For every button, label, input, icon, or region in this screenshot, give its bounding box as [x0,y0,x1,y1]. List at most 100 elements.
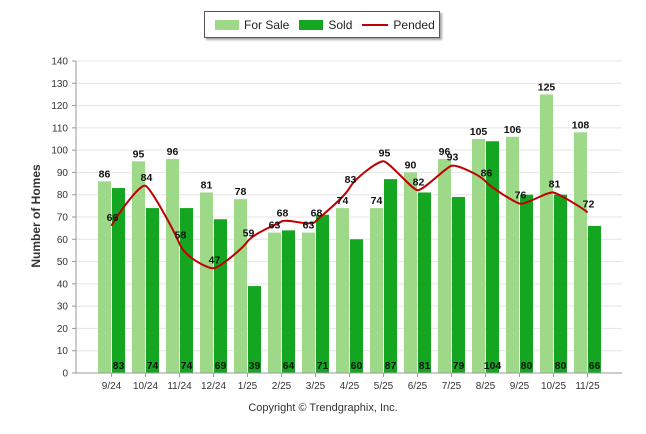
label-sold: 66 [589,360,601,372]
label-pended: 86 [481,167,493,179]
label-for-sale: 90 [405,159,417,171]
x-tick-label: 12/24 [201,381,226,392]
bar-sold [316,214,329,373]
y-tick-label: 100 [51,146,68,157]
copyright-text: Copyright © Trendgraphix, Inc. [248,402,398,414]
bar-sold [384,179,397,373]
label-pended: 58 [175,230,187,242]
label-sold: 80 [555,360,567,372]
legend: For Sale Sold Pended [204,11,440,38]
label-for-sale: 125 [538,81,556,93]
label-pended: 84 [141,172,153,184]
bar-for-sale [540,94,553,373]
label-for-sale: 106 [504,124,522,136]
y-tick-label: 140 [51,57,68,68]
label-sold: 64 [283,360,295,372]
label-for-sale: 78 [235,186,247,198]
bar-for-sale [438,159,451,373]
x-tick-label: 2/25 [272,381,292,392]
bar-for-sale [302,232,315,373]
bar-for-sale [370,208,383,373]
x-tick-label: 10/24 [133,381,158,392]
data-labels: 86 83 95 74 96 74 81 69 78 39 63 64 63 71 74 60 74 87 90 81… [99,81,601,372]
bar-sold [282,230,295,373]
label-pended: 95 [379,147,391,159]
x-tick-label: 9/25 [510,381,530,392]
label-pended: 66 [107,212,119,224]
label-pended: 68 [277,207,289,219]
y-tick-label: 40 [57,279,69,290]
label-for-sale: 108 [572,119,590,131]
bar-sold [248,286,261,373]
bar-for-sale [98,181,111,373]
x-tick-label: 11/25 [575,381,600,392]
x-tick-label: 7/25 [442,381,462,392]
label-pended: 82 [413,176,425,188]
y-tick-label: 20 [57,324,69,335]
bar-for-sale [506,136,519,373]
for-sale-swatch [215,19,239,30]
bar-for-sale [200,192,213,373]
label-for-sale: 96 [167,146,179,158]
label-for-sale: 86 [99,168,111,180]
label-sold: 79 [453,360,465,372]
label-pended: 81 [549,178,561,190]
legend-item-pended: Pended [362,17,435,32]
y-tick-label: 110 [52,123,68,134]
legend-item-for-sale: For Sale [215,18,289,32]
pended-line-layer [110,160,589,270]
label-sold: 81 [419,360,431,372]
bar-for-sale [472,139,485,373]
label-pended: 93 [447,152,459,164]
x-tick-label: 8/25 [476,381,496,392]
label-sold: 83 [113,360,125,372]
y-tick-label: 50 [57,257,69,268]
label-sold: 74 [181,360,193,372]
bar-sold [214,219,227,373]
label-sold: 74 [147,360,159,372]
label-for-sale: 95 [133,148,145,160]
y-tick-label: 80 [57,190,69,201]
x-tick-label: 10/25 [541,381,566,392]
bars [98,94,601,373]
x-tick-label: 4/25 [340,381,360,392]
x-tick-label: 1/25 [238,381,258,392]
bar-sold [350,239,363,373]
y-tick-label: 120 [51,101,68,112]
label-for-sale: 96 [439,146,451,158]
x-tick-label: 3/25 [306,381,326,392]
label-sold: 87 [385,360,397,372]
y-tick-label: 0 [62,369,68,380]
legend-label-sold: Sold [328,17,353,32]
x-tick-label: 9/24 [102,381,122,392]
y-axis-title: Number of Homes [29,164,43,268]
label-pended: 59 [243,228,255,240]
pended-line [110,160,589,270]
label-pended: 47 [209,254,221,266]
x-tick-label: 6/25 [408,381,428,392]
sold-swatch [299,19,324,30]
label-pended: 72 [583,199,595,211]
label-sold: 39 [249,360,261,372]
label-sold: 71 [317,360,329,372]
bar-sold [588,225,601,373]
bar-for-sale [234,199,247,373]
x-axis: 9/24 10/24 11/24 12/24 1/25 2/25 3/25 4/25 5/25 6… [76,372,622,392]
bar-sold [486,141,499,373]
label-for-sale: 105 [470,126,488,138]
bar-for-sale [574,132,587,373]
bar-sold [554,194,567,373]
y-tick-label: 10 [57,346,69,357]
label-pended: 76 [515,190,527,202]
label-for-sale: 74 [337,195,349,207]
label-for-sale: 63 [269,220,281,232]
legend-label-pended: Pended [393,17,435,32]
y-tick-label: 30 [57,302,69,313]
bar-sold [418,192,431,373]
label-for-sale: 63 [303,220,315,232]
label-sold: 104 [484,360,502,372]
bar-for-sale [268,232,281,373]
label-pended: 68 [311,207,323,219]
y-tick-label: 60 [57,235,69,246]
x-tick-label: 5/25 [374,381,394,392]
